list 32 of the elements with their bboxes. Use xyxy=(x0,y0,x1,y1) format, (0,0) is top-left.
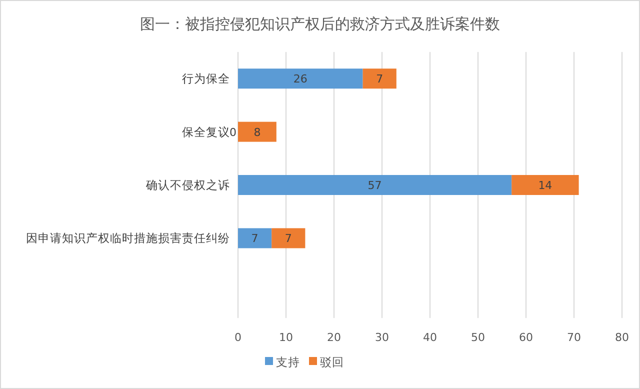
legend-label: 驳回 xyxy=(320,355,344,369)
data-label: 7 xyxy=(376,72,384,86)
x-tick-label: 50 xyxy=(471,331,485,344)
bar xyxy=(272,228,306,248)
x-tick-label: 20 xyxy=(327,331,341,344)
y-tick-label: 确认不侵权之诉 xyxy=(145,178,230,192)
data-label: 14 xyxy=(538,179,552,192)
x-tick-label: 10 xyxy=(279,331,293,344)
bar xyxy=(238,228,272,248)
x-tick-label: 60 xyxy=(519,331,533,344)
bar xyxy=(238,68,363,89)
x-tick-label: 70 xyxy=(567,331,581,344)
bar xyxy=(238,122,276,142)
x-tick-label: 30 xyxy=(375,331,389,344)
plot: 0 10 20 30 40 50 60 70 80 行为保全 保全复议 确认不侵权之诉 因申请知识产权临时措施损害责任纠纷 26 0 57 7 7 8 14 7 xyxy=(26,52,629,344)
y-tick-label: 保全复议 xyxy=(182,124,230,139)
x-tick-label: 40 xyxy=(423,331,437,344)
data-label: 8 xyxy=(254,126,261,139)
data-label: 57 xyxy=(368,179,382,192)
bar xyxy=(238,175,512,195)
bar xyxy=(362,68,396,89)
data-label: 0 xyxy=(230,126,236,139)
chart-title: 图一：被指控侵犯知识产权后的救济方式及胜诉案件数 xyxy=(140,15,500,33)
bar xyxy=(512,175,579,195)
legend-label: 支持 xyxy=(276,355,300,369)
x-tick-label: 80 xyxy=(615,331,629,344)
data-label: 7 xyxy=(251,232,258,246)
y-tick-label: 因申请知识产权临时措施损害责任纠纷 xyxy=(26,231,230,246)
data-label: 7 xyxy=(284,232,292,246)
data-label: 26 xyxy=(293,72,308,86)
y-tick-label: 行为保全 xyxy=(182,72,230,86)
x-tick-label: 0 xyxy=(234,331,242,344)
